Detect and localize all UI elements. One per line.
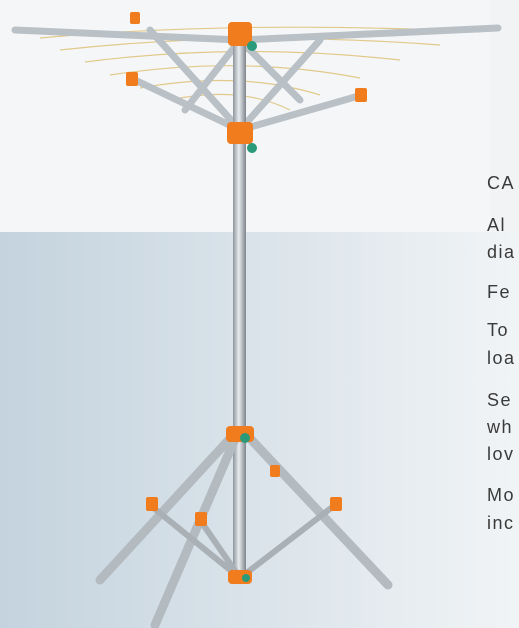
feature-text: Al	[487, 215, 506, 235]
feature-text: loa	[487, 348, 516, 368]
feature-text: inc	[487, 513, 515, 533]
feature-text: Mo	[487, 485, 515, 505]
feature-text: dia	[487, 242, 516, 262]
pole	[233, 38, 246, 583]
feature-text: Fe	[487, 282, 511, 302]
feature-text: CA	[487, 173, 515, 193]
feature-text: To	[487, 320, 509, 340]
product-image: CA Al dia Fe To loa Se wh lov Mo inc	[0, 0, 519, 628]
drying-rack-picture: CA Al dia Fe To loa Se wh lov Mo inc	[0, 0, 519, 628]
background-edge	[490, 0, 519, 232]
background-lower	[0, 232, 519, 628]
feature-text: Se	[487, 390, 512, 410]
feature-text: lov	[487, 444, 515, 464]
feature-text: wh	[486, 417, 513, 437]
